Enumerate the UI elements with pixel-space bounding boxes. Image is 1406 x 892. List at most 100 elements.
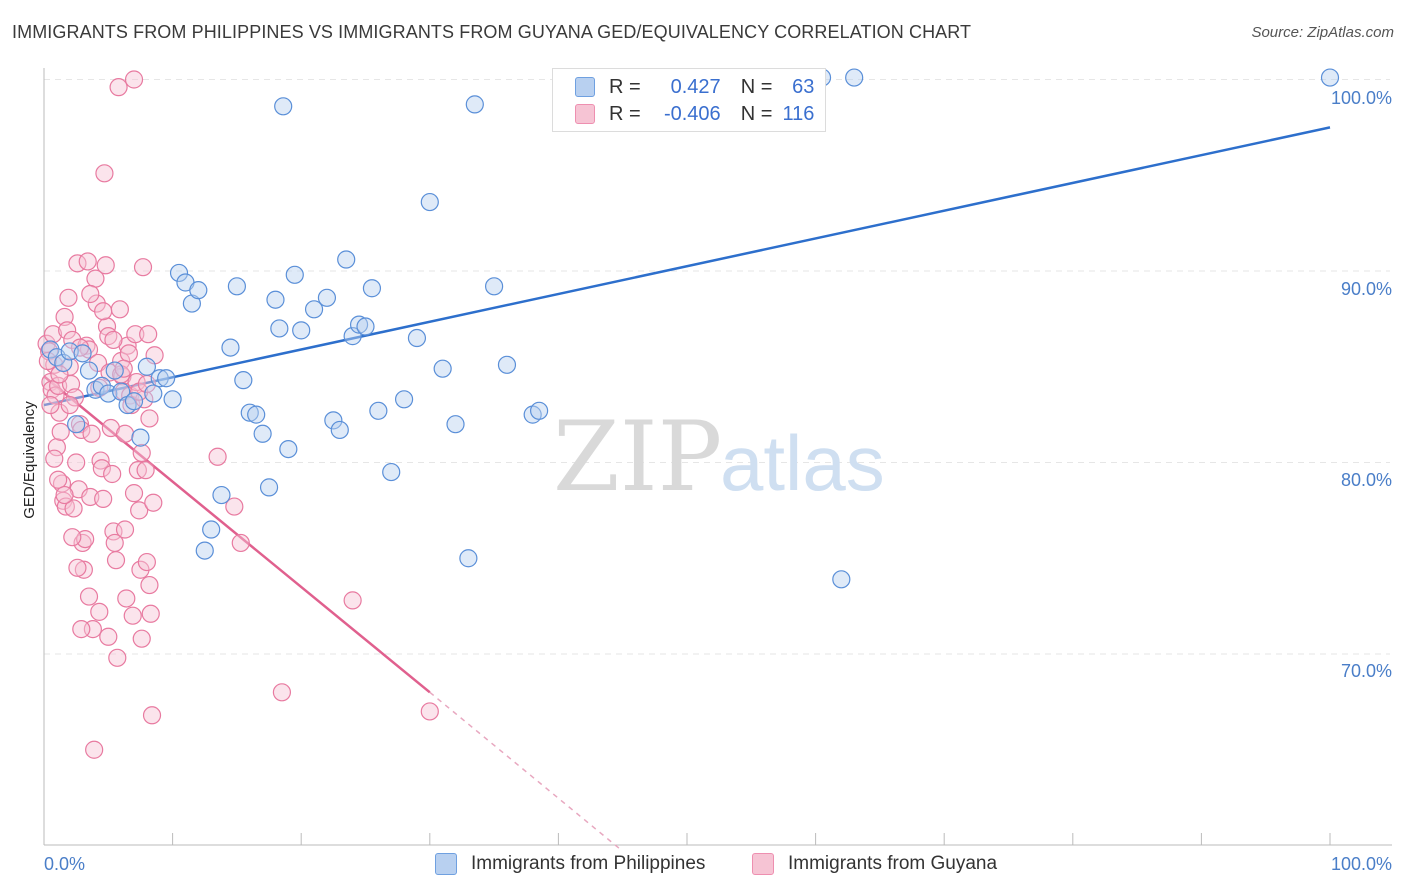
- point-guyana: [95, 164, 114, 183]
- point-guyana: [130, 382, 149, 401]
- point-guyana: [117, 589, 136, 608]
- point-philippines: [324, 411, 343, 430]
- x-tick-label-end: 100.0%: [1331, 854, 1392, 874]
- r-value: 0.427: [670, 75, 721, 98]
- trend-line-philippines: [43, 126, 1331, 407]
- point-guyana: [109, 78, 128, 97]
- point-guyana: [119, 344, 138, 363]
- n-value: 63: [792, 75, 815, 98]
- point-philippines: [54, 353, 73, 373]
- point-guyana: [74, 560, 93, 579]
- point-philippines: [212, 485, 231, 505]
- point-philippines: [131, 428, 150, 447]
- y-tick-label-90: 90.0%: [1341, 279, 1392, 299]
- axes: [43, 68, 1392, 846]
- point-guyana: [67, 453, 86, 472]
- point-philippines: [465, 95, 484, 114]
- trend-line-guyana-extension: [429, 691, 624, 852]
- stats-legend-row-philippines: R = 0.427 N = 63: [575, 75, 814, 99]
- point-guyana: [47, 438, 66, 457]
- point-guyana: [123, 606, 142, 625]
- point-philippines: [270, 319, 289, 338]
- point-philippines: [189, 281, 208, 300]
- point-guyana: [140, 575, 159, 595]
- point-philippines: [202, 520, 221, 539]
- point-guyana: [99, 627, 118, 646]
- point-philippines: [259, 478, 279, 497]
- point-guyana: [225, 497, 244, 516]
- point-philippines: [169, 263, 189, 283]
- point-philippines: [195, 541, 214, 560]
- point-guyana: [110, 300, 129, 319]
- point-philippines: [420, 192, 439, 212]
- point-philippines: [317, 288, 337, 307]
- r-value: -0.406: [663, 102, 721, 125]
- point-guyana: [68, 558, 87, 577]
- point-guyana: [133, 258, 153, 277]
- point-philippines: [157, 369, 176, 388]
- point-philippines: [349, 315, 369, 334]
- point-guyana: [108, 648, 127, 667]
- point-guyana: [78, 252, 97, 271]
- point-guyana: [272, 683, 292, 702]
- point-philippines: [433, 359, 452, 378]
- trend-line-guyana: [43, 375, 431, 694]
- point-philippines: [67, 415, 86, 434]
- point-guyana: [128, 461, 147, 480]
- point-philippines: [407, 328, 427, 348]
- point-philippines: [337, 250, 356, 269]
- point-guyana: [90, 602, 109, 621]
- point-guyana: [132, 629, 151, 648]
- point-guyana: [126, 325, 145, 344]
- point-philippines: [343, 327, 362, 346]
- point-philippines: [247, 405, 266, 424]
- point-guyana: [91, 451, 110, 470]
- point-guyana: [103, 464, 122, 484]
- point-guyana: [63, 528, 82, 547]
- point-guyana: [130, 501, 149, 520]
- point-guyana: [343, 591, 362, 610]
- point-philippines: [362, 279, 382, 298]
- point-guyana: [81, 284, 100, 304]
- philippines-swatch: [575, 77, 595, 97]
- point-guyana: [41, 395, 60, 415]
- point-philippines: [382, 462, 401, 482]
- y-tick-label-100: 100.0%: [1331, 88, 1392, 108]
- n-label: N =: [740, 102, 773, 125]
- x-tick-label-start: 0.0%: [44, 854, 85, 874]
- point-guyana: [136, 461, 155, 480]
- point-guyana: [72, 620, 91, 639]
- point-philippines: [79, 361, 99, 380]
- point-philippines: [530, 401, 549, 420]
- point-guyana: [85, 740, 104, 759]
- point-guyana: [94, 302, 113, 321]
- point-guyana: [92, 459, 111, 478]
- point-philippines: [285, 265, 304, 284]
- n-label: N =: [740, 75, 773, 98]
- point-philippines: [356, 317, 375, 336]
- point-philippines: [459, 549, 478, 568]
- grid-lines: [44, 79, 1390, 655]
- point-guyana: [115, 424, 135, 443]
- trend-lines: [43, 126, 1331, 852]
- point-philippines: [832, 570, 851, 589]
- watermark-zip: ZIP: [553, 401, 722, 513]
- y-axis-label: GED/Equivalency: [21, 401, 38, 519]
- point-guyana: [72, 420, 91, 440]
- philippines-legend-label: Immigrants from Philippines: [471, 853, 706, 874]
- point-guyana: [420, 702, 439, 721]
- point-philippines: [330, 420, 349, 440]
- point-guyana: [139, 325, 158, 344]
- point-guyana: [104, 522, 123, 541]
- point-guyana: [132, 443, 151, 463]
- legend-item-philippines[interactable]: Immigrants from Philippines: [435, 852, 705, 876]
- point-philippines: [304, 300, 324, 319]
- point-philippines: [279, 439, 298, 459]
- legend-item-guyana[interactable]: Immigrants from Guyana: [752, 852, 997, 876]
- point-guyana: [82, 424, 101, 443]
- point-philippines: [124, 392, 144, 411]
- point-philippines: [1320, 68, 1340, 87]
- point-guyana: [51, 422, 70, 441]
- point-philippines: [150, 369, 169, 388]
